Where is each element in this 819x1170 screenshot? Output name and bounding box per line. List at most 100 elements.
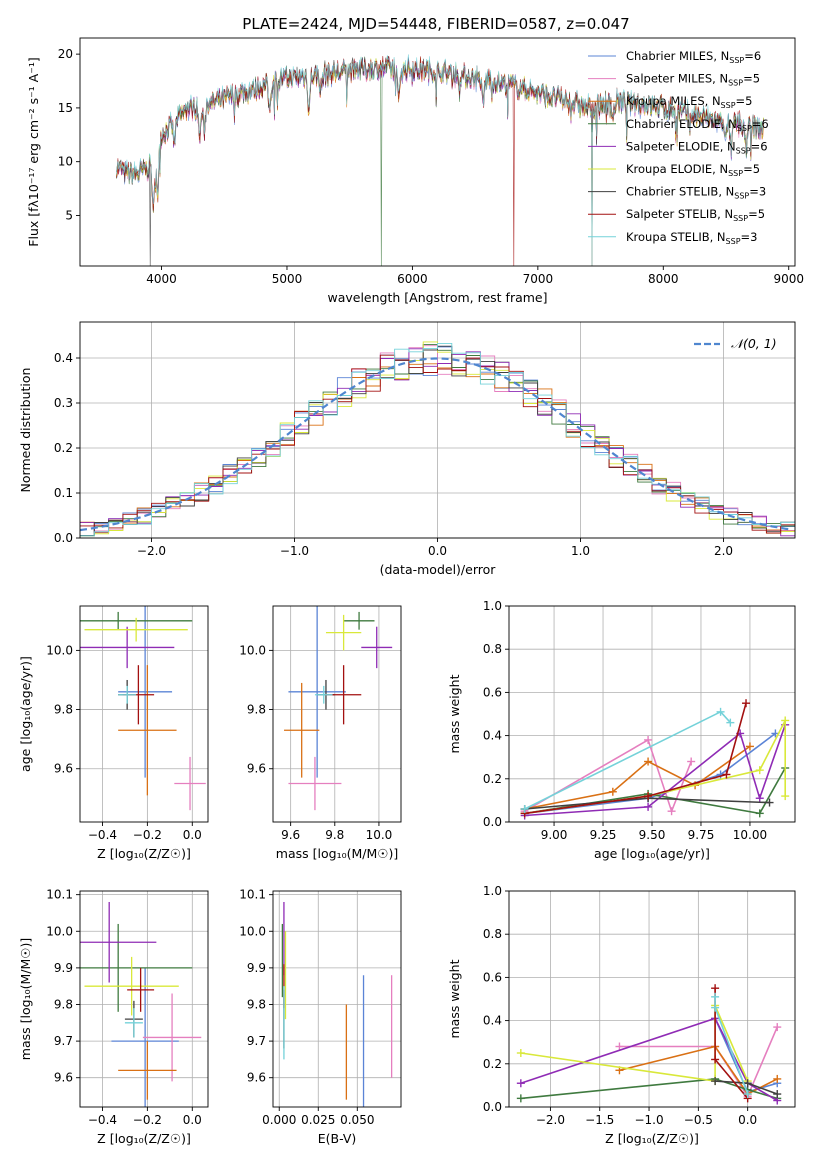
y-tick-label: 0.4 bbox=[483, 1014, 502, 1028]
weight-marker bbox=[781, 792, 790, 801]
y-tick-label: 0.6 bbox=[483, 970, 502, 984]
y-tick-label: 15 bbox=[58, 101, 73, 115]
weight-line-8 bbox=[524, 702, 747, 815]
y-tick-label: 1.0 bbox=[483, 884, 502, 898]
y-axis-label: Normed distribution bbox=[18, 368, 33, 493]
errorbar-point-8 bbox=[127, 967, 155, 1012]
x-tick-label: 6000 bbox=[397, 272, 428, 286]
y-axis-label: age [log₁₀(age/yr)] bbox=[18, 656, 33, 772]
legend-label-sub: SSP bbox=[728, 169, 743, 178]
x-axis-label: Z [log₁₀(Z/Z☉)] bbox=[605, 1131, 699, 1146]
figure-title: PLATE=2424, MJD=54448, FIBERID=0587, z=0… bbox=[242, 15, 629, 33]
y-tick-label: 9.9 bbox=[54, 961, 73, 975]
legend-label-sub: SSP bbox=[728, 79, 743, 88]
x-tick-label: 9.25 bbox=[590, 828, 617, 842]
normal-curve bbox=[80, 357, 793, 532]
panel-spectrum: 4000 5000 6000 7000 8000 9000 5 10 15 20 wavelengt… bbox=[26, 37, 804, 305]
x-tick-label: −0.5 bbox=[684, 1113, 713, 1127]
weight-marker bbox=[667, 807, 676, 816]
legend-label-name: Chabrier ELODIE, N bbox=[626, 117, 737, 131]
weight-marker bbox=[773, 1023, 782, 1032]
x-tick-label: −0.2 bbox=[133, 1113, 162, 1127]
weight-marker bbox=[516, 1094, 525, 1103]
weight-marker bbox=[726, 718, 735, 727]
residual-hist-2 bbox=[80, 345, 795, 532]
legend-label: Kroupa ELODIE, NSSP=5 bbox=[626, 162, 760, 178]
legend-label-suffix: =5 bbox=[743, 162, 760, 176]
y-tick-label: 9.7 bbox=[247, 1034, 266, 1048]
x-tick-label: 0.0 bbox=[183, 828, 202, 842]
errorbar-point-2 bbox=[288, 756, 342, 811]
axes-frame bbox=[79, 605, 209, 823]
legend-label-suffix: =5 bbox=[743, 72, 760, 86]
weight-line-9 bbox=[524, 710, 731, 810]
y-tick-label: 0.0 bbox=[54, 531, 73, 545]
errorbar-point-9 bbox=[118, 685, 137, 704]
legend-label: Salpeter STELIB, NSSP=5 bbox=[626, 207, 765, 223]
y-tick-label: 0.2 bbox=[54, 441, 73, 455]
y-axis-label: mass weight bbox=[447, 674, 462, 753]
x-tick-label: −2.0 bbox=[536, 1113, 565, 1127]
axes-frame-mass_vs_Z: −0.4 −0.2 0.0 9.6 9.7 9.8 9.9 10.0 10.1 Z [log₁₀(… bbox=[18, 888, 209, 1146]
weight-marker bbox=[755, 766, 764, 775]
axes-frame-age_vs_Z: −0.4 −0.2 0.0 9.6 9.8 10.0 Z [log₁₀(Z/Z☉)] age … bbox=[18, 605, 209, 861]
x-axis-label: age [log₁₀(age/yr)] bbox=[594, 846, 710, 861]
y-tick-label: 0.6 bbox=[483, 685, 502, 699]
y-tick-label: 9.8 bbox=[247, 703, 266, 717]
weight-marker bbox=[765, 798, 774, 807]
legend-label: Kroupa MILES, NSSP=5 bbox=[626, 94, 752, 110]
x-tick-label: 10.0 bbox=[366, 828, 393, 842]
errorbar-point-5 bbox=[80, 626, 175, 669]
weight-marker bbox=[711, 1077, 720, 1086]
x-tick-label: 9.8 bbox=[325, 828, 344, 842]
x-tick-label: 9.00 bbox=[541, 828, 568, 842]
legend-label-name: Kroupa ELODIE, N bbox=[626, 162, 728, 176]
errorbar-point-4 bbox=[343, 611, 375, 630]
legend-label-suffix: =5 bbox=[736, 94, 753, 108]
errorbar-point-9 bbox=[124, 1008, 143, 1038]
y-tick-label: 9.6 bbox=[247, 1071, 266, 1085]
errorbar-point-1 bbox=[288, 606, 346, 778]
y-tick-label: 10.0 bbox=[46, 924, 73, 938]
weight-marker bbox=[644, 792, 653, 801]
weight-marker bbox=[516, 1049, 525, 1057]
weight-line-3 bbox=[619, 1045, 778, 1096]
legend-label-name: Kroupa MILES, N bbox=[626, 94, 721, 108]
legend-label-name: Salpeter MILES, N bbox=[626, 72, 728, 86]
y-tick-label: 0.1 bbox=[54, 486, 73, 500]
y-tick-label: 9.8 bbox=[54, 997, 73, 1011]
legend-label-sub: SSP bbox=[721, 101, 736, 110]
plot-area-mass_vs_Z bbox=[80, 901, 202, 1107]
axes-frame-residuals: −2.0 −1.0 0.0 1.0 2.0 0.0 0.1 0.2 0.3 0.4 (data-mo… bbox=[18, 321, 796, 577]
legend-label: Salpeter MILES, NSSP=5 bbox=[626, 72, 760, 88]
legend-label-suffix: =3 bbox=[741, 230, 758, 244]
panel-mass_vs_ebv: 0.000 0.025 0.050 9.6 9.7 9.8 9.9 10.0 10.1 E(B-V… bbox=[239, 888, 402, 1146]
legend-label-name: Chabrier STELIB, N bbox=[626, 185, 734, 199]
errorbar-point-6 bbox=[84, 617, 188, 642]
x-tick-label: 8000 bbox=[648, 272, 679, 286]
x-tick-label: 0.000 bbox=[262, 1113, 296, 1127]
y-tick-label: 0.0 bbox=[483, 815, 502, 829]
weight-marker bbox=[615, 1042, 624, 1051]
x-tick-label: 7000 bbox=[523, 272, 554, 286]
weight-marker bbox=[745, 742, 754, 751]
errorbar-point-4 bbox=[80, 611, 193, 630]
x-tick-label: −1.5 bbox=[585, 1113, 614, 1127]
weight-line-4 bbox=[520, 1078, 778, 1100]
plot-area-weight_vs_Z bbox=[516, 984, 782, 1105]
axes-frame-weight_vs_age: 9.00 9.25 9.50 9.75 10.00 0.0 0.2 0.4 0.6 0.8 1.0 a… bbox=[447, 599, 796, 861]
weight-marker bbox=[711, 1003, 720, 1012]
x-tick-label: −1.0 bbox=[634, 1113, 663, 1127]
axes-frame-spectrum: 4000 5000 6000 7000 8000 9000 5 10 15 20 wavelengt… bbox=[26, 37, 804, 305]
legend-label: Kroupa STELIB, NSSP=3 bbox=[626, 230, 757, 246]
y-tick-label: 0.4 bbox=[54, 351, 73, 365]
panel-weight_vs_age: 9.00 9.25 9.50 9.75 10.00 0.0 0.2 0.4 0.6 0.8 1.0 a… bbox=[447, 599, 796, 861]
weight-marker bbox=[644, 802, 653, 811]
axes-frame bbox=[79, 890, 209, 1108]
y-tick-label: 9.8 bbox=[247, 997, 266, 1011]
x-tick-label: 5000 bbox=[272, 272, 303, 286]
plot-area-weight_vs_age bbox=[520, 699, 790, 820]
errorbar-point-5 bbox=[80, 901, 157, 983]
